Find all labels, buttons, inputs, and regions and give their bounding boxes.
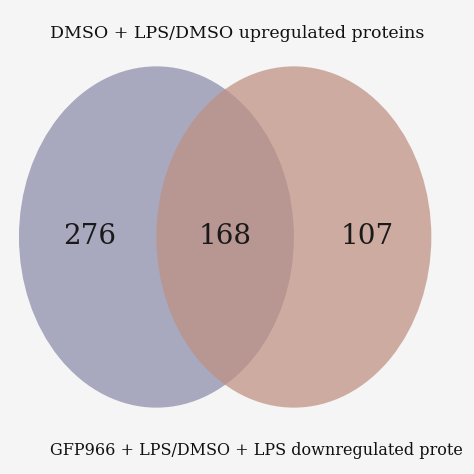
Text: 276: 276 [64,224,117,250]
Text: 168: 168 [199,224,252,250]
Ellipse shape [156,66,431,408]
Text: DMSO + LPS/DMSO upregulated proteins: DMSO + LPS/DMSO upregulated proteins [50,25,424,42]
Ellipse shape [19,66,294,408]
Text: GFP966 + LPS/DMSO + LPS downregulated prote: GFP966 + LPS/DMSO + LPS downregulated pr… [49,442,463,459]
Text: 107: 107 [341,224,394,250]
